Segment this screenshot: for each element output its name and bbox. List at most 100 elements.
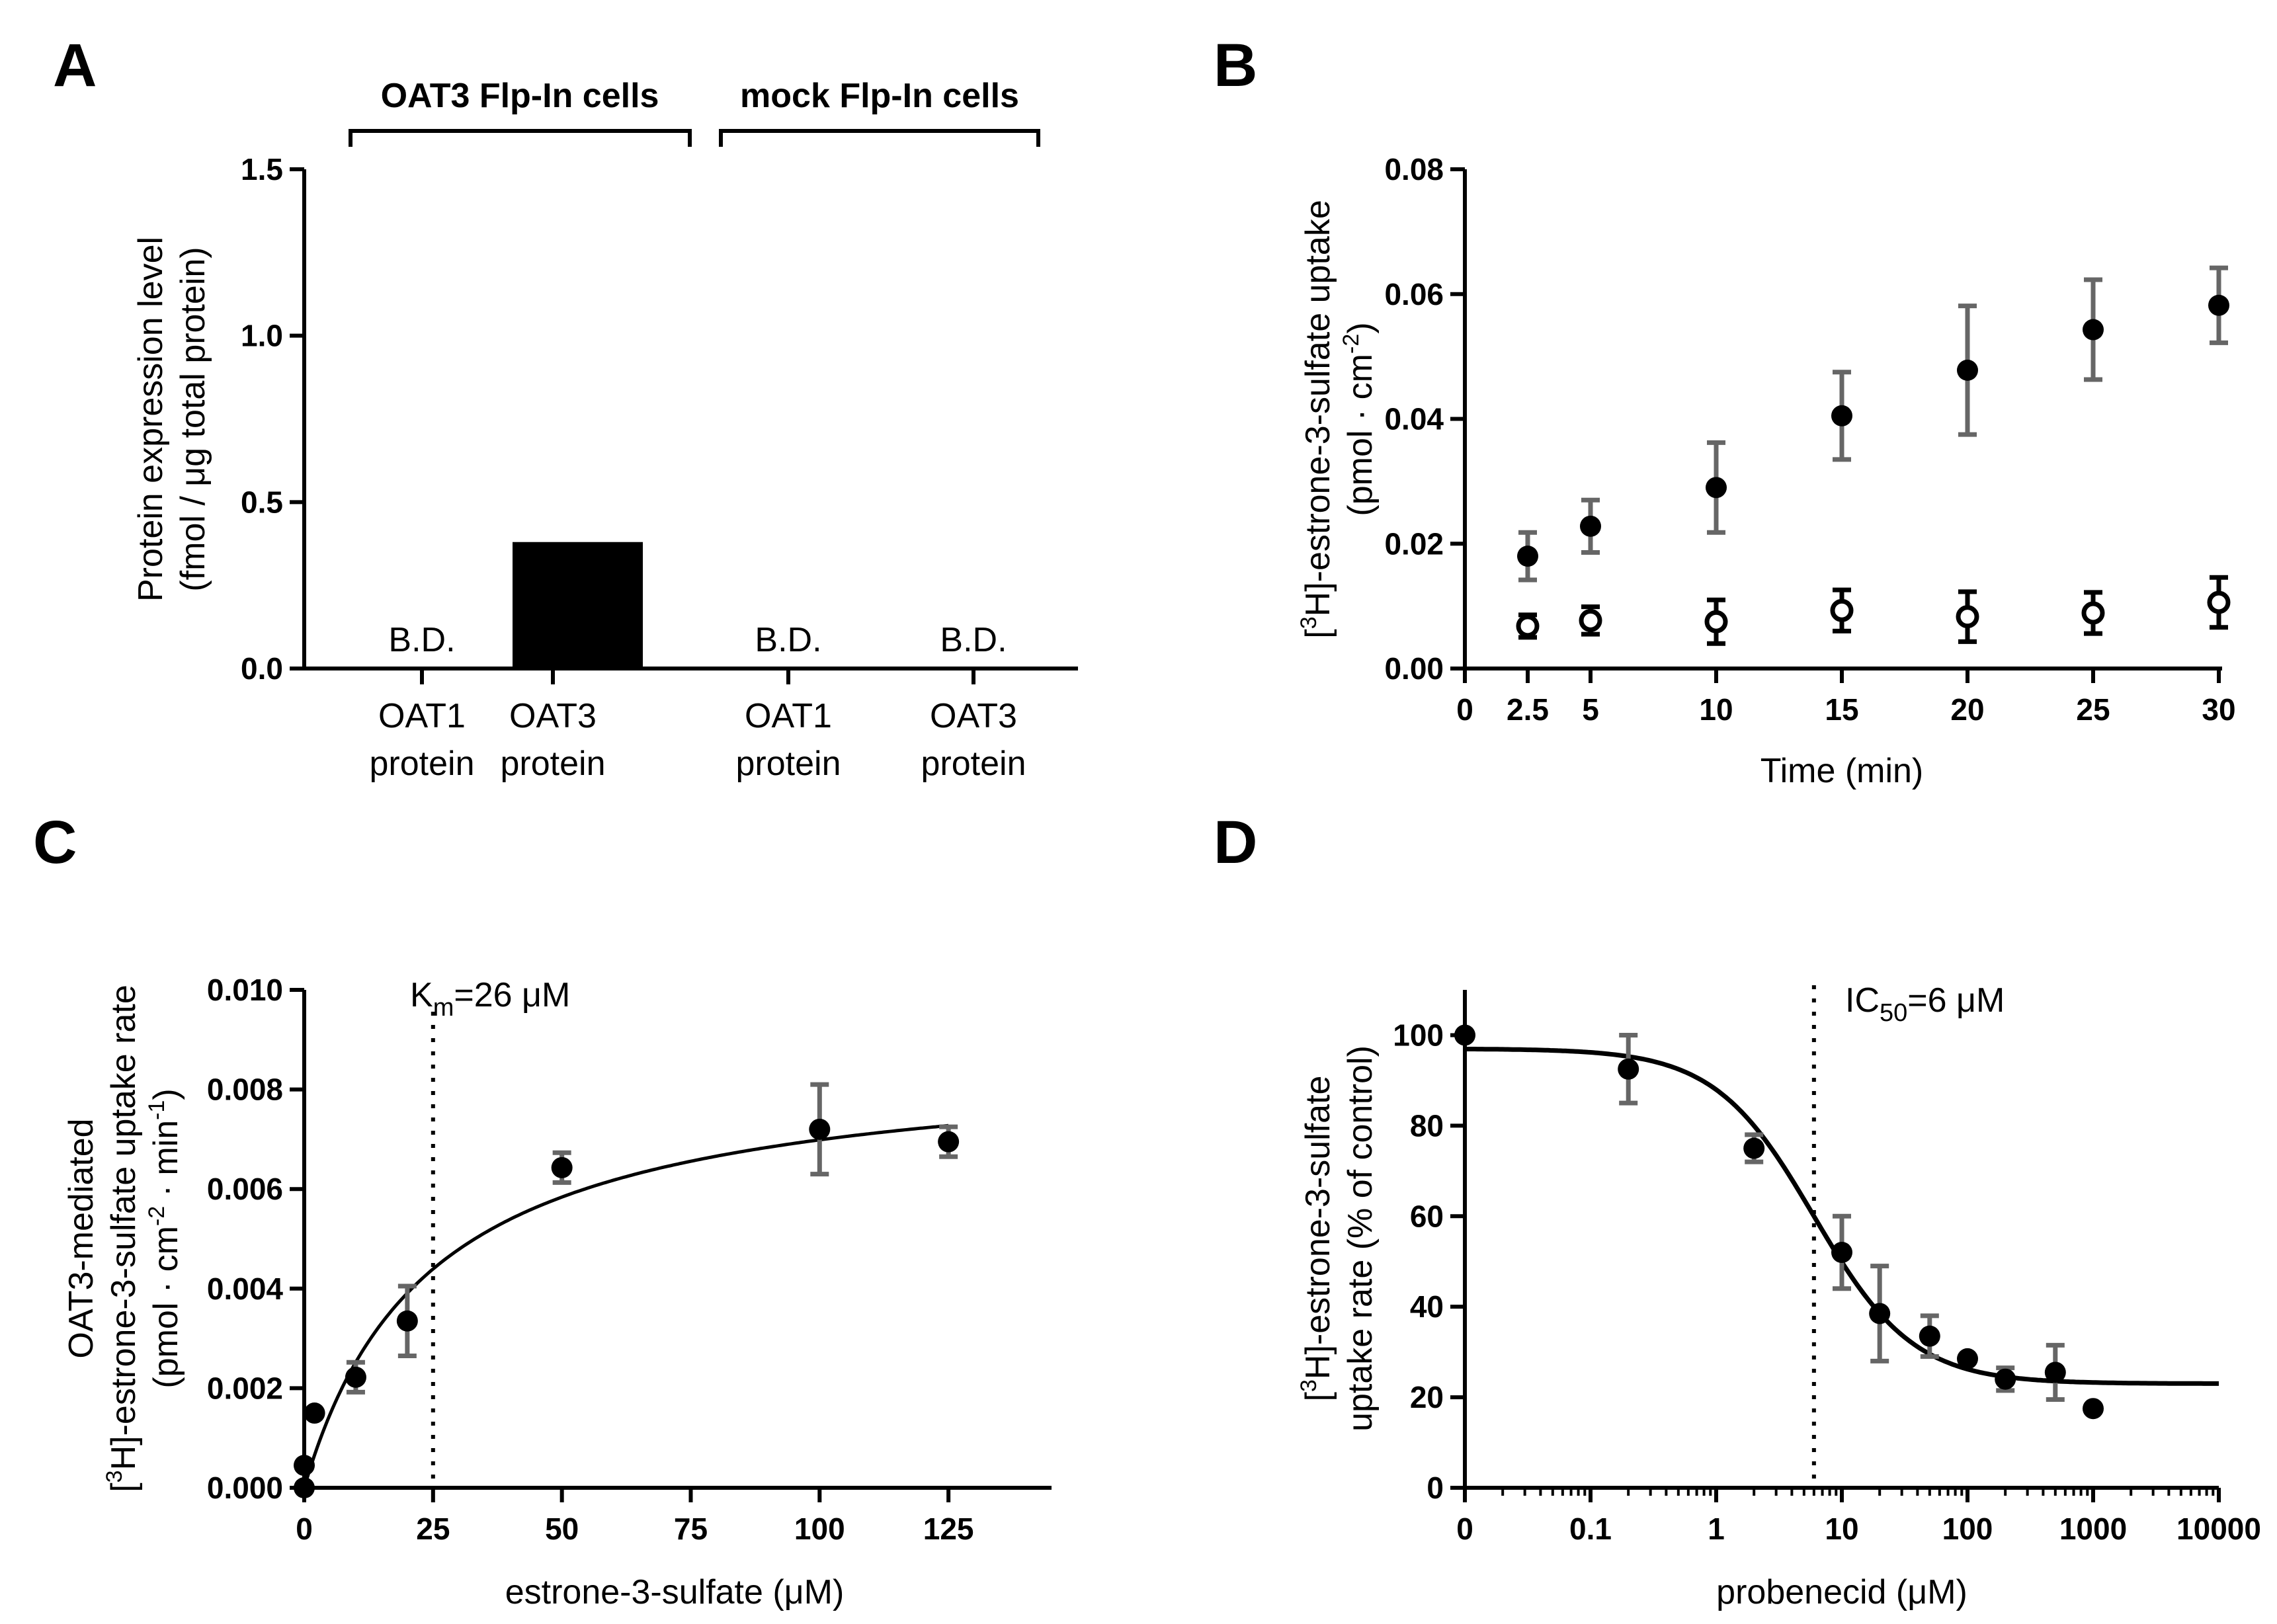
y-label-c-line3: (pmol · cm-2 · min-1) xyxy=(144,1088,185,1388)
group-label-oat3: OAT3 Flp-In cells xyxy=(381,77,659,115)
category-label-a-line1: OAT1 xyxy=(745,697,832,735)
y-ticks-c: 0.000 0.002 0.004 0.006 0.008 0.010 xyxy=(207,973,304,1505)
x-ticks-d: 0 0.1 1 10 100 1000 10000 xyxy=(1456,1488,2261,1546)
y-label-d-line1: [3H]-estrone-3-sulfate xyxy=(1296,1076,1337,1402)
y-label-b-line1: [3H]-estrone-3-sulfate uptake xyxy=(1296,200,1337,638)
y-label-d-line2: uptake rate (% of control) xyxy=(1341,1045,1380,1432)
x-tick-label-c: 125 xyxy=(923,1512,974,1546)
y-label-c-line1: OAT3-mediated xyxy=(62,1118,101,1358)
data-point-c xyxy=(551,1157,573,1178)
category-label-a-line2: protein xyxy=(736,745,841,783)
y-ticks-a: 0.0 0.5 1.0 1.5 xyxy=(241,152,304,686)
bar-oat3-protein xyxy=(513,542,643,669)
km-annotation: Km=26 μM xyxy=(410,976,570,1022)
x-tick-label-d: 10 xyxy=(1825,1512,1858,1546)
bars-a: B.D. B.D. B.D. xyxy=(388,542,1007,669)
y-label-d: [3H]-estrone-3-sulfate uptake rate (% of… xyxy=(1296,1045,1380,1432)
y-tick-label-a: 0.5 xyxy=(241,485,283,519)
data-point-mock xyxy=(2207,590,2231,614)
x-tick-label-d: 1 xyxy=(1708,1512,1725,1546)
category-labels-a: OAT1 protein OAT3 protein OAT1 protein OAT3 pro… xyxy=(370,697,1026,783)
y-tick-label-c: 0.006 xyxy=(207,1172,283,1206)
y-tick-label-d: 100 xyxy=(1393,1018,1444,1052)
x-tick-label-d: 0 xyxy=(1456,1512,1473,1546)
data-point-oat3 xyxy=(2083,319,2104,341)
data-point-c xyxy=(294,1477,315,1498)
data-point-oat3 xyxy=(1580,515,1601,537)
x-tick-label-b: 0 xyxy=(1456,692,1473,727)
y-label-c-line2: [3H]-estrone-3-sulfate uptake rate xyxy=(102,985,143,1492)
x-tick-label-d: 0.1 xyxy=(1569,1512,1612,1546)
y-tick-label-d: 60 xyxy=(1410,1199,1444,1233)
y-tick-label-a: 0.0 xyxy=(241,651,283,686)
data-point-oat3 xyxy=(1957,359,1978,381)
x-tick-label-d: 10000 xyxy=(2176,1512,2261,1546)
y-tick-label-c: 0.008 xyxy=(207,1073,283,1107)
panel-b: B 0.00 0.02 0.04 0.06 0.08 0 2.5 5 10 15 20 25 30 T… xyxy=(1214,32,2236,790)
y-tick-label-d: 80 xyxy=(1410,1108,1444,1143)
data-points-c xyxy=(294,1082,960,1498)
x-tick-label-c: 25 xyxy=(416,1512,450,1546)
data-points-d xyxy=(1454,1024,2104,1420)
y-label-a-line2: (fmol / μg total protein) xyxy=(174,247,212,591)
x-ticks-a xyxy=(420,669,975,684)
category-label-a-line1: OAT3 xyxy=(509,697,597,735)
y-tick-label-a: 1.0 xyxy=(241,319,283,353)
data-point-mock xyxy=(2081,601,2105,625)
y-label-a: Protein expression level (fmol / μg tota… xyxy=(132,237,212,602)
data-point-mock xyxy=(1830,598,1854,622)
category-label-a-line2: protein xyxy=(921,745,1026,783)
data-point-c xyxy=(345,1366,366,1388)
category-label-a-line2: protein xyxy=(370,745,475,783)
x-label-d: probenecid (μM) xyxy=(1716,1573,1967,1611)
y-tick-label-d: 40 xyxy=(1410,1289,1444,1324)
data-points-b xyxy=(1516,265,2231,646)
bracket-oat3-cells xyxy=(349,129,692,147)
x-tick-label-d: 100 xyxy=(1942,1512,1993,1546)
y-ticks-d: 0 20 40 60 80 100 xyxy=(1393,1018,1465,1505)
group-label-mock: mock Flp-In cells xyxy=(740,77,1019,115)
y-tick-label-b: 0.04 xyxy=(1384,402,1444,436)
data-point-c xyxy=(396,1310,418,1332)
data-point-c xyxy=(938,1131,960,1153)
data-point-c xyxy=(294,1455,315,1477)
data-point-d xyxy=(2083,1398,2104,1420)
x-label-c: estrone-3-sulfate (μM) xyxy=(505,1573,845,1611)
panel-letter-c: C xyxy=(33,809,77,876)
y-tick-label-a: 1.5 xyxy=(241,152,283,186)
category-label-a-line1: OAT1 xyxy=(378,697,466,735)
x-tick-label-c: 100 xyxy=(794,1512,845,1546)
data-point-oat3 xyxy=(1831,405,1852,426)
x-tick-label-b: 15 xyxy=(1825,692,1858,727)
below-detection-label: B.D. xyxy=(388,621,455,659)
x-tick-label-d: 1000 xyxy=(2059,1512,2127,1546)
data-point-mock xyxy=(1704,610,1728,633)
y-tick-label-c: 0.010 xyxy=(207,973,283,1007)
x-tick-label-b: 5 xyxy=(1582,692,1599,727)
y-tick-label-c: 0.002 xyxy=(207,1371,283,1405)
data-point-d xyxy=(1743,1137,1765,1159)
y-tick-label-b: 0.02 xyxy=(1384,526,1444,561)
y-tick-label-b: 0.08 xyxy=(1384,152,1444,186)
x-tick-label-b: 20 xyxy=(1950,692,1984,727)
y-tick-label-b: 0.00 xyxy=(1384,651,1444,686)
y-label-a-line1: Protein expression level xyxy=(132,237,170,602)
data-point-c xyxy=(809,1118,831,1140)
x-tick-label-c: 50 xyxy=(545,1512,579,1546)
x-tick-label-b: 2.5 xyxy=(1507,692,1549,727)
data-point-d xyxy=(1995,1368,2016,1390)
data-point-d xyxy=(2044,1361,2066,1383)
panel-letter-d: D xyxy=(1214,809,1257,876)
data-point-d xyxy=(1454,1024,1475,1046)
y-tick-label-d: 20 xyxy=(1410,1380,1444,1414)
data-point-oat3 xyxy=(2208,294,2229,316)
y-label-c: OAT3-mediated [3H]-estrone-3-sulfate upt… xyxy=(62,985,185,1492)
y-tick-label-c: 0.004 xyxy=(207,1272,284,1306)
below-detection-label: B.D. xyxy=(940,621,1007,659)
data-point-mock xyxy=(1516,614,1540,638)
x-ticks-b: 0 2.5 5 10 15 20 25 30 xyxy=(1456,669,2236,727)
x-tick-label-b: 30 xyxy=(2202,692,2235,727)
panel-letter-a: A xyxy=(53,32,97,99)
y-tick-label-d: 0 xyxy=(1427,1471,1444,1505)
